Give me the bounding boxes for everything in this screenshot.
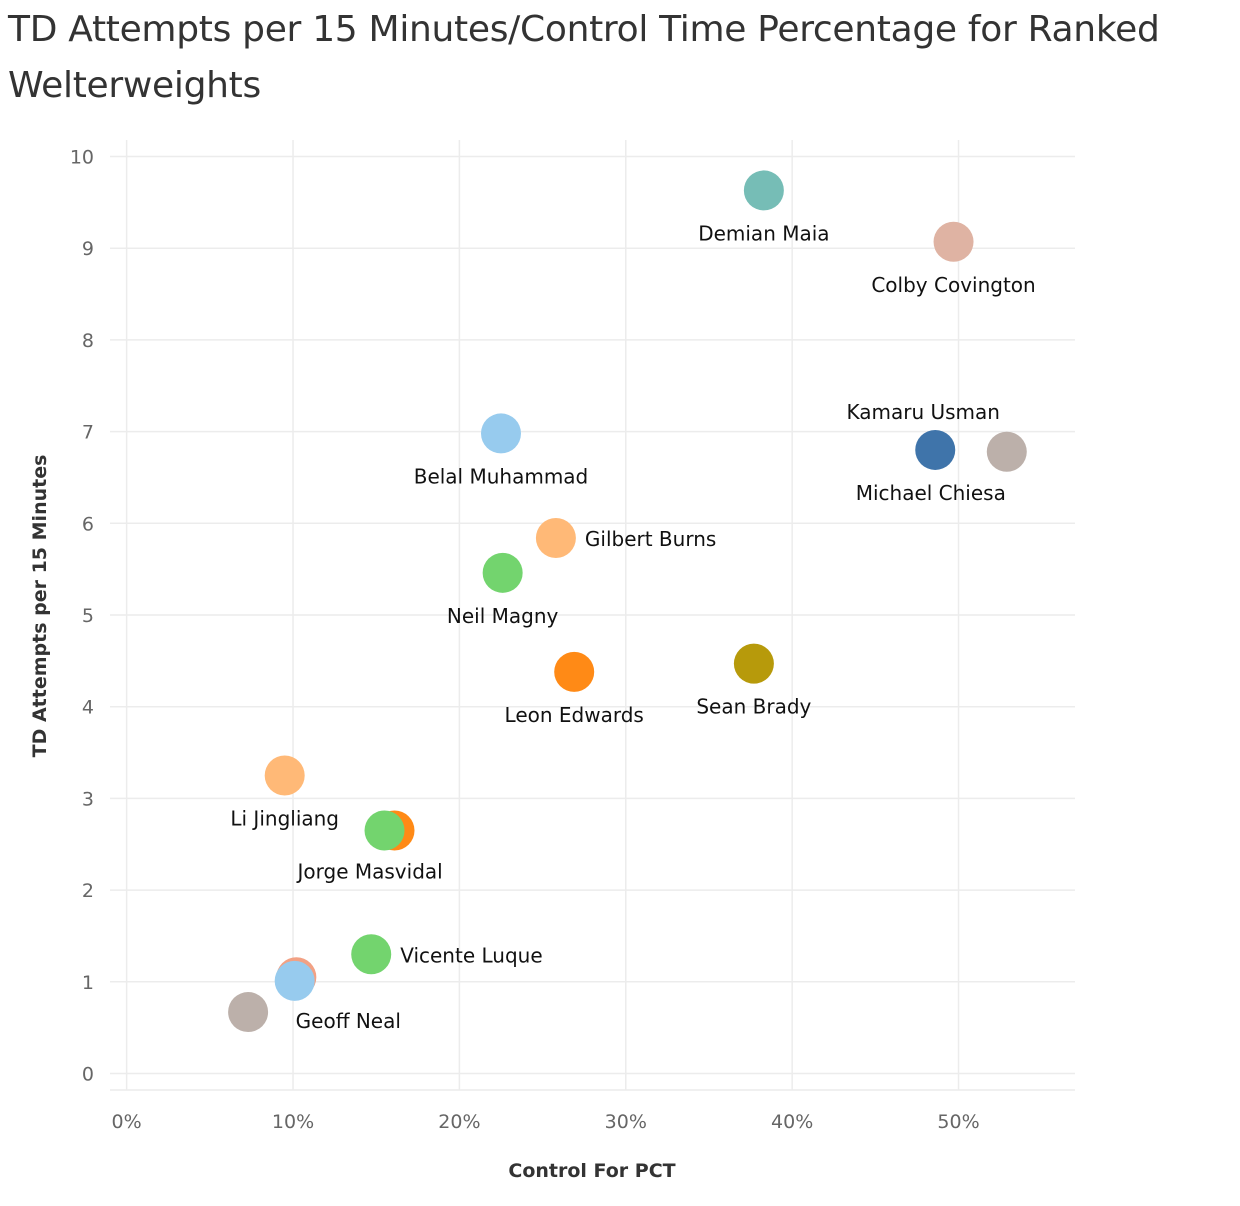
point-label: Li Jingliang xyxy=(230,806,339,830)
y-tick-label: 8 xyxy=(82,330,94,352)
x-axis-title: Control For PCT xyxy=(508,1160,675,1182)
data-point[interactable] xyxy=(228,992,269,1033)
data-point[interactable] xyxy=(274,960,315,1001)
data-point[interactable] xyxy=(743,170,784,211)
point-label: Jorge Masvidal xyxy=(296,859,443,883)
y-tick-label: 1 xyxy=(82,972,94,994)
y-tick-label: 2 xyxy=(82,880,94,902)
y-tick-label: 6 xyxy=(82,513,94,535)
point-label: Kamaru Usman xyxy=(846,400,1000,424)
y-tick-label: 3 xyxy=(82,788,94,810)
data-point[interactable] xyxy=(535,517,576,558)
point-label: Belal Muhammad xyxy=(414,464,589,488)
y-tick-label: 4 xyxy=(82,697,94,719)
data-point[interactable] xyxy=(915,429,956,470)
grid-lines xyxy=(110,140,1075,1091)
y-tick-label: 5 xyxy=(82,605,94,627)
point-label: Demian Maia xyxy=(698,221,829,245)
y-tick-label: 9 xyxy=(82,238,94,260)
point-label: Sean Brady xyxy=(696,695,811,719)
data-point[interactable] xyxy=(733,643,774,684)
y-tick-label: 0 xyxy=(82,1063,94,1085)
x-tick-label: 20% xyxy=(438,1111,480,1133)
data-point[interactable] xyxy=(351,934,392,975)
data-point[interactable] xyxy=(554,651,595,692)
point-label: Leon Edwards xyxy=(505,703,644,727)
chart-title: TD Attempts per 15 Minutes/Control Time … xyxy=(8,9,1160,106)
y-tick-label: 10 xyxy=(70,147,94,169)
x-tick-label: 30% xyxy=(605,1111,647,1133)
x-tick-label: 0% xyxy=(112,1111,142,1133)
point-label: Gilbert Burns xyxy=(585,527,716,551)
data-point[interactable] xyxy=(482,552,523,593)
data-points xyxy=(228,170,1027,1033)
axis-ticks: 0 1 2 3 4 5 6 7 8 9 10 0% 10% 20% 30% 40% 50% xyxy=(70,147,980,1133)
point-label: Geoff Neal xyxy=(296,1009,401,1033)
y-axis-title: TD Attempts per 15 Minutes xyxy=(29,455,51,758)
data-point[interactable] xyxy=(933,221,974,262)
x-tick-label: 10% xyxy=(272,1111,314,1133)
data-point[interactable] xyxy=(364,810,405,851)
data-point[interactable] xyxy=(986,431,1027,472)
data-point[interactable] xyxy=(480,413,521,454)
point-label: Neil Magny xyxy=(447,604,559,628)
x-tick-label: 40% xyxy=(771,1111,813,1133)
point-label: Vicente Luque xyxy=(400,943,542,967)
point-label: Colby Covington xyxy=(871,273,1035,297)
point-labels: Demian Maia Colby Covington Belal Muhammad… xyxy=(230,221,1035,1032)
point-label: Michael Chiesa xyxy=(856,481,1006,505)
y-tick-label: 7 xyxy=(82,422,94,444)
x-tick-label: 50% xyxy=(937,1111,979,1133)
data-point[interactable] xyxy=(264,755,305,796)
